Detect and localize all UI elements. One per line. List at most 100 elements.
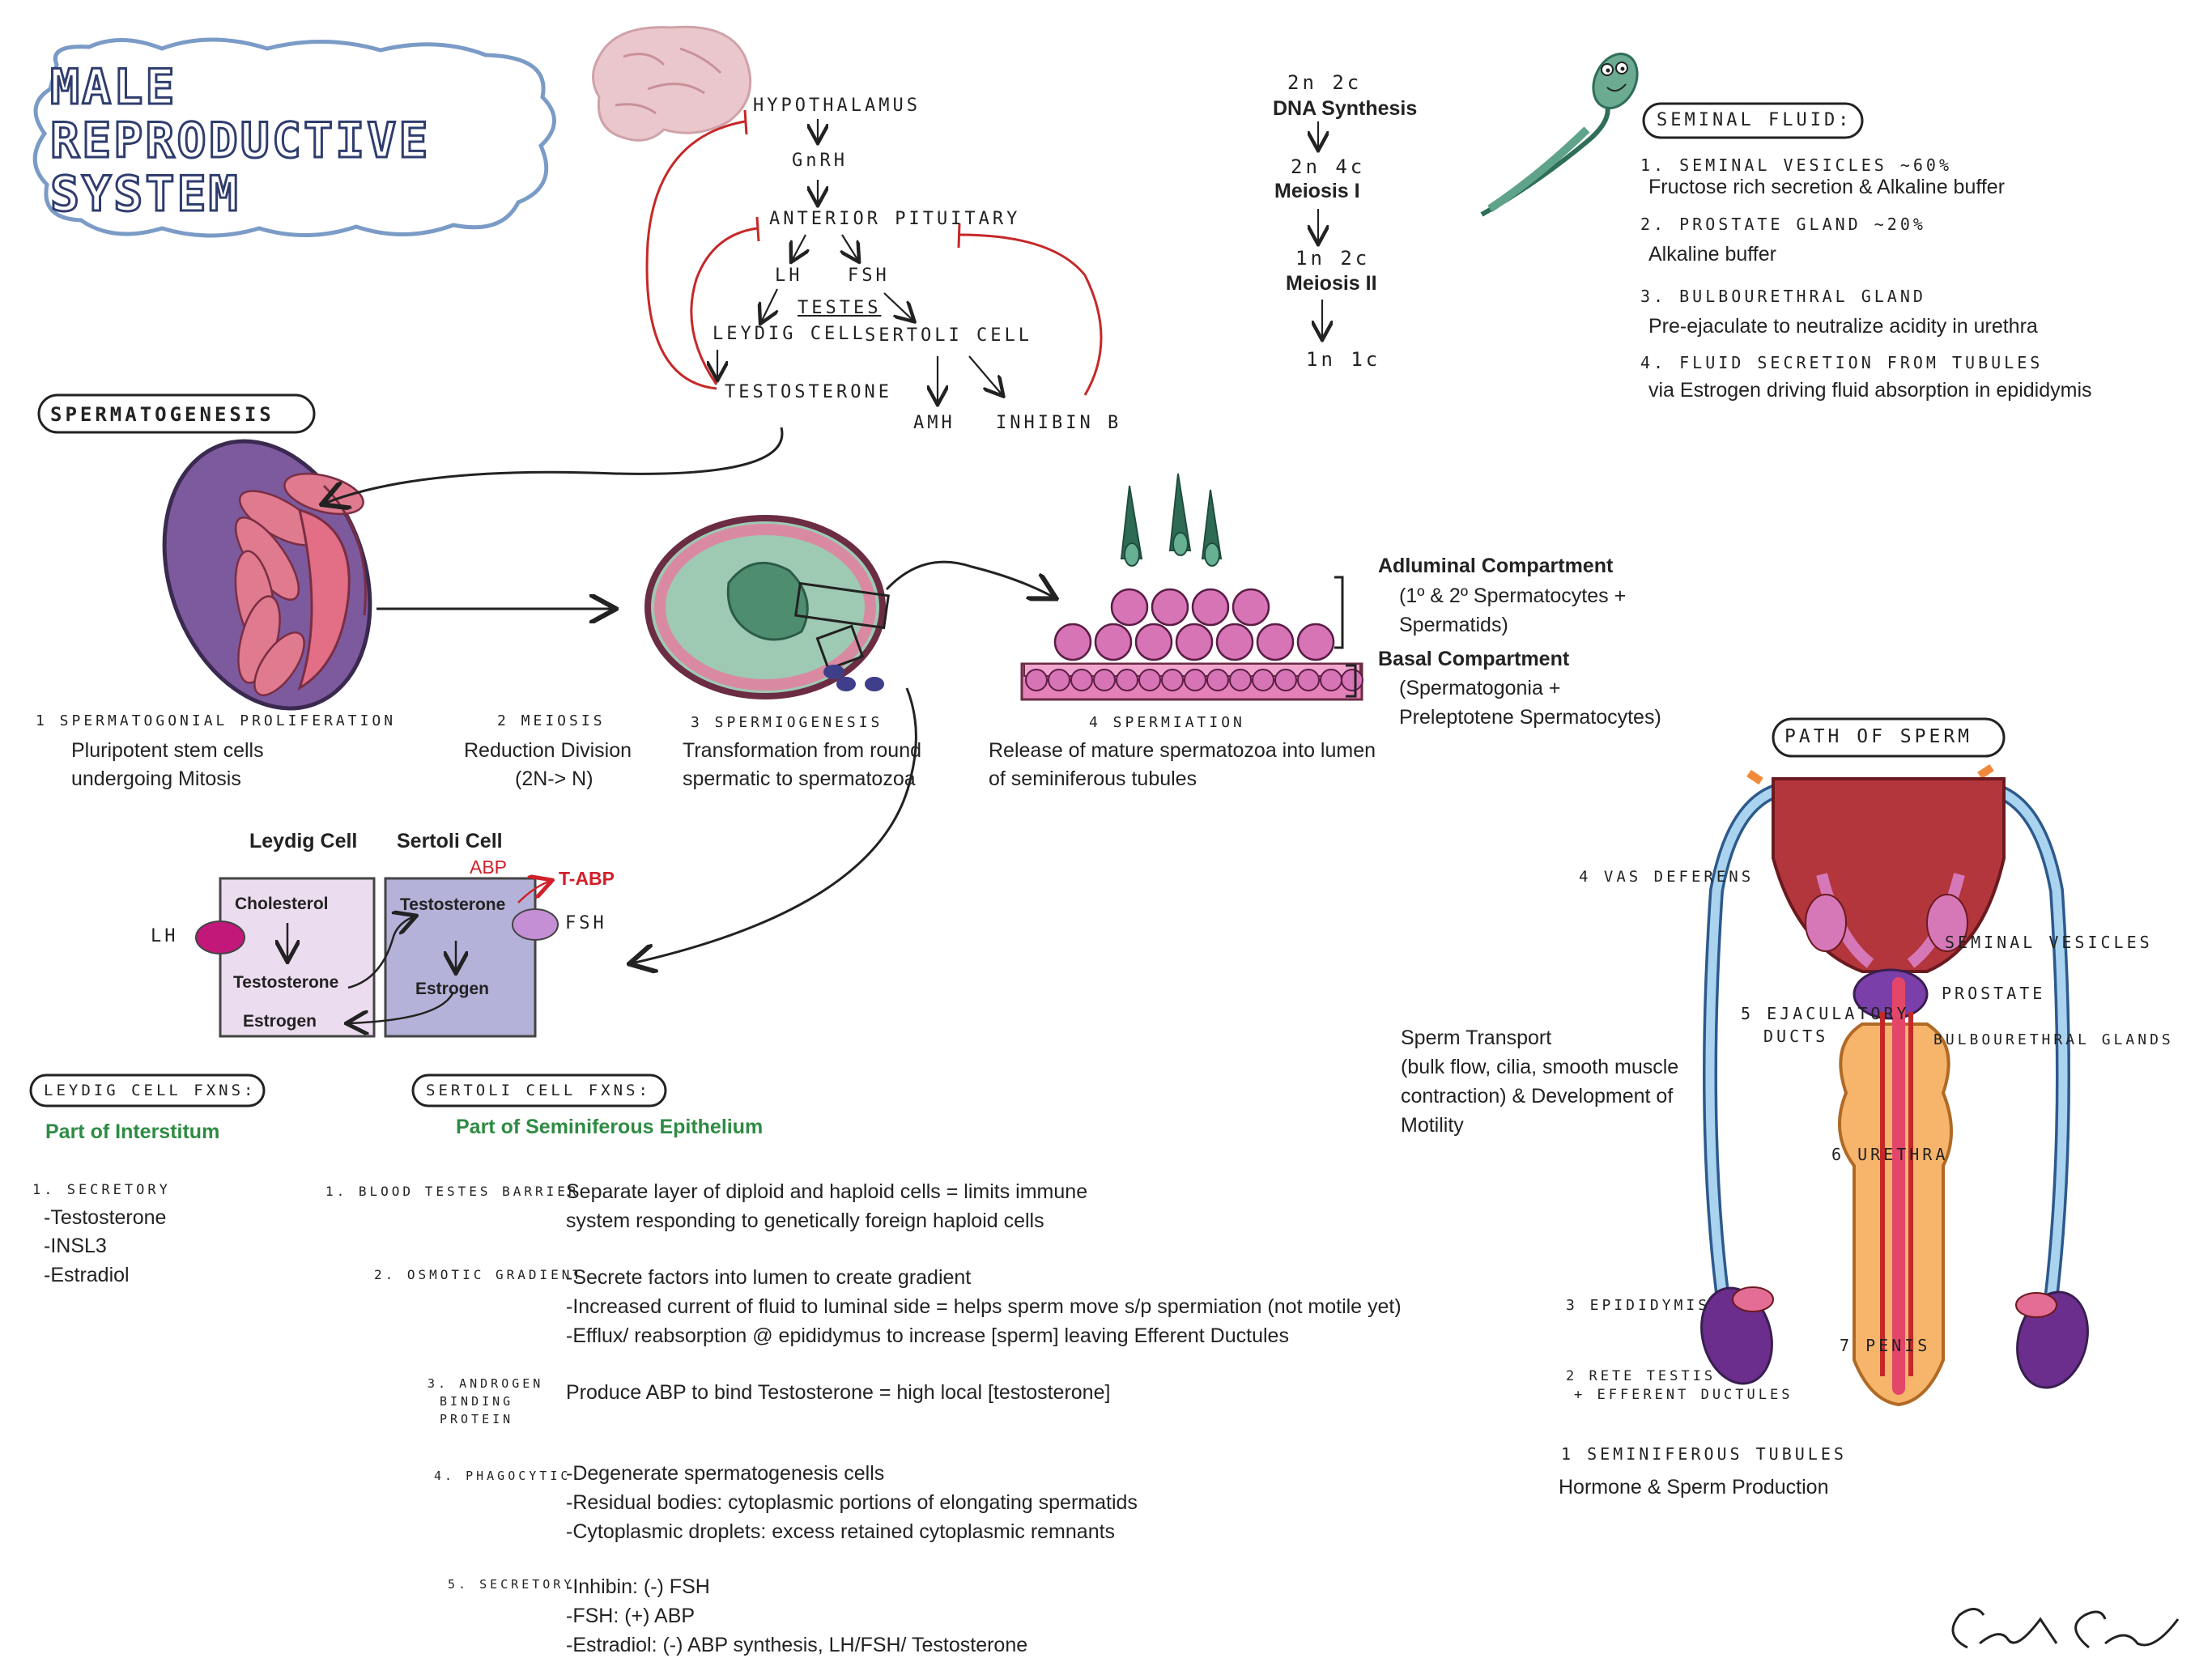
brain-icon bbox=[592, 25, 752, 142]
bulbourethral-label: BULBOURETHRAL GLANDS bbox=[1933, 1031, 2174, 1048]
sperm-transport-line3: contraction) & Development of bbox=[1401, 1085, 1674, 1107]
sertoli-f4-line1: -Degenerate spermatogenesis cells bbox=[566, 1462, 885, 1485]
leydig-testosterone-label: Testosterone bbox=[233, 973, 339, 992]
basal-line2: Preleptotene Spermatocytes) bbox=[1399, 706, 1661, 729]
seminal-fluid-item3-head: 3. BULBOURETHRAL GLAND bbox=[1640, 287, 1926, 306]
epididymis-label: 3 EPIDIDYMIS bbox=[1566, 1297, 1711, 1314]
step1-line1: Pluripotent stem cells bbox=[71, 739, 264, 762]
epithelium-illustration bbox=[1020, 473, 1363, 701]
gnrh-label: GnRH bbox=[792, 151, 848, 171]
sertoli-cell-label: SERTOLI CELL bbox=[865, 325, 1032, 346]
step3-line2: spermatic to spermatozoa bbox=[683, 767, 916, 790]
seminiferous-tubules-label: 1 SEMINIFEROUS TUBULES bbox=[1561, 1444, 1847, 1464]
lh-receptor bbox=[195, 920, 245, 954]
vas-deferens-label: 4 VAS DEFERENS bbox=[1579, 868, 1755, 886]
leydig-fxns-subheading: Part of Interstitum bbox=[45, 1120, 220, 1143]
sertoli-f5-line1: -Inhibin: (-) FSH bbox=[566, 1575, 710, 1598]
meiosis-1-label: Meiosis I bbox=[1274, 180, 1360, 202]
fsh-input-label: FSH bbox=[565, 913, 607, 933]
ejaculatory-label-1: 5 EJACULATORY bbox=[1741, 1004, 1910, 1023]
sertoli-f3-head-1: 3. ANDROGEN bbox=[428, 1376, 544, 1391]
sertoli-estrogen-label: Estrogen bbox=[415, 980, 490, 998]
leydig-item-2: -INSL3 bbox=[44, 1235, 107, 1257]
testosterone-label: TESTOSTERONE bbox=[725, 382, 892, 402]
sertoli-f1-line1: Separate layer of diploid and haploid ce… bbox=[566, 1180, 1088, 1203]
seminal-fluid-item2-head: 2. PROSTATE GLAND ~20% bbox=[1640, 215, 1926, 234]
lh-label: LH bbox=[775, 266, 803, 286]
sperm-mascot-icon bbox=[1480, 53, 1639, 217]
basal-line1: (Spermatogonia + bbox=[1399, 677, 1561, 699]
fsh-receptor bbox=[512, 908, 559, 941]
fsh-label: FSH bbox=[848, 266, 890, 286]
lh-input-label: LH bbox=[151, 926, 179, 946]
step4-heading: 4 SPERMIATION bbox=[1089, 714, 1245, 731]
sertoli-cell-title: Sertoli Cell bbox=[397, 830, 503, 852]
reproductive-tract-illustration bbox=[1700, 763, 2089, 1407]
rete-testis-label: 2 RETE TESTIS bbox=[1566, 1368, 1716, 1384]
hypothalamus-label: HYPOTHALAMUS bbox=[753, 96, 921, 116]
artist-signature bbox=[1951, 1608, 2180, 1649]
seminal-fluid-item2-text: Alkaline buffer bbox=[1648, 243, 1776, 266]
sperm-transport-line1: Sperm Transport bbox=[1401, 1027, 1552, 1049]
spermatogenesis-heading: SPERMATOGENESIS bbox=[50, 403, 274, 426]
step4-line2: of seminiferous tubules bbox=[989, 767, 1197, 790]
ejaculatory-label-2: DUCTS bbox=[1763, 1027, 1829, 1046]
t-abp-label: T-ABP bbox=[559, 868, 615, 889]
meiosis-2-label: Meiosis II bbox=[1286, 272, 1377, 295]
ploidy-1n2c: 1n 2c bbox=[1295, 247, 1371, 270]
sertoli-f5-line2: -FSH: (+) ABP bbox=[566, 1605, 696, 1627]
dna-synthesis-label: DNA Synthesis bbox=[1273, 97, 1418, 120]
seminiferous-tubules-text: Hormone & Sperm Production bbox=[1559, 1476, 1829, 1499]
leydig-secretory-head: 1. SECRETORY bbox=[32, 1182, 171, 1198]
step3-heading: 3 SPERMIOGENESIS bbox=[691, 714, 883, 731]
basal-heading: Basal Compartment bbox=[1378, 648, 1570, 670]
seminal-fluid-item4-text: via Estrogen driving fluid absorption in… bbox=[1648, 379, 2092, 402]
seminal-fluid-pill bbox=[1642, 102, 1864, 139]
leydig-fxns-heading: LEYDIG CELL FXNS: bbox=[44, 1082, 257, 1099]
adluminal-line2: Spermatids) bbox=[1399, 614, 1508, 636]
sertoli-f1-head: 1. BLOOD TESTES BARRIER bbox=[325, 1184, 580, 1199]
path-of-sperm-heading: PATH OF SPERM bbox=[1784, 726, 1973, 747]
sertoli-f4-head: 4. PHAGOCYTIC bbox=[434, 1469, 572, 1483]
title-cloud bbox=[32, 37, 556, 238]
adluminal-line1: (1º & 2º Spermatocytes + bbox=[1399, 585, 1627, 607]
step1-line2: undergoing Mitosis bbox=[71, 767, 241, 790]
leydig-item-1: -Testosterone bbox=[44, 1206, 167, 1229]
sertoli-f2-line2: -Increased current of fluid to luminal s… bbox=[566, 1295, 1402, 1318]
sperm-transport-line4: Motility bbox=[1401, 1114, 1464, 1137]
ploidy-2n4c: 2n 4c bbox=[1291, 155, 1366, 178]
seminal-fluid-item1-head: 1. SEMINAL VESICLES ~60% bbox=[1640, 155, 1952, 175]
leydig-cell-title: Leydig Cell bbox=[249, 830, 358, 852]
step4-line1: Release of mature spermatozoa into lumen bbox=[989, 739, 1376, 762]
sperm-transport-line2: (bulk flow, cilia, smooth muscle bbox=[1401, 1056, 1679, 1078]
step2-line2: (2N-> N) bbox=[515, 767, 593, 790]
sertoli-f5-head: 5. SECRETORY bbox=[448, 1577, 575, 1592]
testis-illustration bbox=[162, 439, 372, 711]
path-of-sperm-pill bbox=[1772, 717, 2006, 758]
efferent-ductules-label: + EFFERENT DUCTULES bbox=[1574, 1387, 1793, 1403]
seminal-fluid-item3-text: Pre-ejaculate to neutralize acidity in u… bbox=[1648, 315, 2038, 338]
sertoli-fxns-pill bbox=[411, 1073, 667, 1107]
penis-label: 7 PENIS bbox=[1840, 1336, 1931, 1355]
anterior-pituitary-label: ANTERIOR PITUITARY bbox=[769, 209, 1021, 229]
seminal-fluid-item4-head: 4. FLUID SECRETION FROM TUBULES bbox=[1640, 353, 2044, 372]
amh-label: AMH bbox=[913, 413, 955, 433]
sertoli-testosterone-label: Testosterone bbox=[400, 895, 506, 914]
step3-line1: Transformation from round bbox=[683, 739, 922, 762]
seminiferous-tubule-illustration bbox=[644, 515, 890, 699]
testes-label: TESTES bbox=[798, 298, 882, 318]
cholesterol-label: Cholesterol bbox=[235, 895, 329, 913]
seminal-vesicles-label: SEMINAL VESICLES bbox=[1945, 933, 2153, 952]
sertoli-f5-line3: -Estradiol: (-) ABP synthesis, LH/FSH/ T… bbox=[566, 1634, 1028, 1656]
page-title: MALE REPRODUCTIVE SYSTEM bbox=[49, 59, 431, 223]
leydig-estrogen-label: Estrogen bbox=[243, 1012, 317, 1031]
prostate-label: PROSTATE bbox=[1942, 984, 2046, 1003]
sertoli-f1-line2: system responding to genetically foreign… bbox=[566, 1209, 1044, 1232]
sertoli-fxns-subheading: Part of Seminiferous Epithelium bbox=[456, 1116, 764, 1138]
spermatogenesis-pill bbox=[37, 393, 316, 434]
sertoli-f3-head-3: PROTEIN bbox=[440, 1412, 514, 1426]
sertoli-fxns-heading: SERTOLI CELL FXNS: bbox=[426, 1082, 651, 1099]
leydig-item-3: -Estradiol bbox=[44, 1264, 130, 1286]
sertoli-f4-line2: -Residual bodies: cytoplasmic portions o… bbox=[566, 1491, 1138, 1514]
